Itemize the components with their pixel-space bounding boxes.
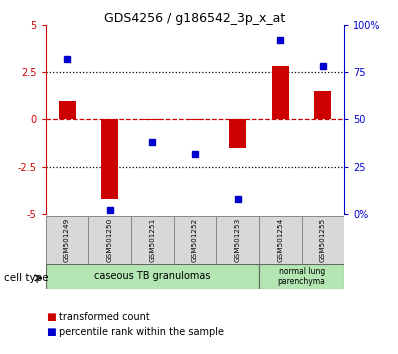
Bar [259,216,302,264]
Text: GSM501255: GSM501255 [320,218,326,262]
Text: GSM501254: GSM501254 [277,218,283,262]
Text: normal lung
parenchyma: normal lung parenchyma [278,267,326,286]
Text: transformed count: transformed count [59,312,150,322]
Text: GSM501249: GSM501249 [64,218,70,262]
Bar [59,101,76,119]
Text: GSM501250: GSM501250 [107,218,113,262]
Bar [131,216,174,264]
Bar [272,67,289,119]
Bar [46,264,259,289]
Bar [259,264,344,289]
Bar [144,119,161,120]
Bar [88,216,131,264]
Bar [217,216,259,264]
Text: GDS4256 / g186542_3p_x_at: GDS4256 / g186542_3p_x_at [104,12,286,25]
Text: GSM501251: GSM501251 [149,218,155,262]
Bar [101,119,118,199]
Text: GSM501252: GSM501252 [192,218,198,262]
Text: ■: ■ [46,312,55,322]
Text: caseous TB granulomas: caseous TB granulomas [94,272,211,281]
Bar [229,119,246,148]
Bar [46,216,88,264]
Text: cell type: cell type [4,273,49,283]
Bar [314,91,332,119]
Text: GSM501253: GSM501253 [235,218,241,262]
Bar [187,119,203,120]
Text: ■: ■ [46,327,55,337]
Bar [174,216,217,264]
Text: percentile rank within the sample: percentile rank within the sample [59,327,224,337]
Bar [302,216,344,264]
